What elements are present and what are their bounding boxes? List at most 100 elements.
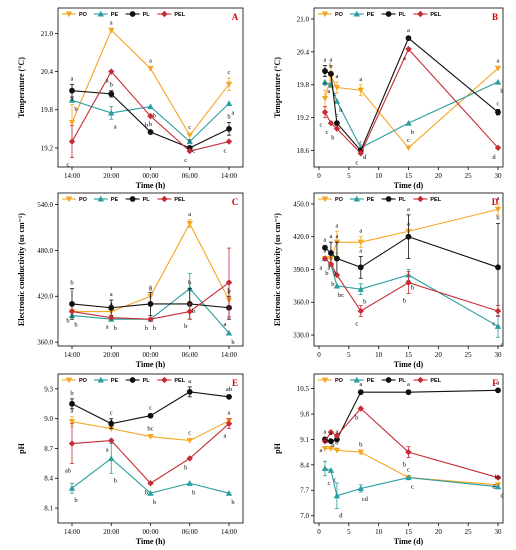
legend-marker [129,11,136,17]
significance-letter: b [333,270,336,277]
series-line [324,258,499,327]
significance-letter: c [192,148,195,155]
x-tick-label: 0 [317,528,321,536]
significance-letter: a [232,109,235,116]
legend-label: PEL [430,12,441,18]
significance-letter: bc [495,474,501,481]
series-pe [321,255,502,338]
significance-letter: d [339,512,343,519]
data-point [321,108,329,116]
data-point [186,437,193,444]
significance-letter: b [70,280,73,287]
significance-letter: c [407,467,410,474]
significance-letter: a [320,447,323,454]
series-pl [69,83,232,151]
significance-letter: d [492,484,496,491]
data-point [108,90,115,97]
data-point [494,65,502,72]
series-pe [68,443,233,496]
legend-label: PE [111,197,119,203]
significance-letter: b [184,323,187,330]
significance-letter: a [114,123,117,130]
data-point [357,307,364,315]
data-point [147,316,154,323]
legend-label: PE [111,378,119,384]
significance-letter: d [500,493,504,500]
data-point [494,78,502,85]
legend-marker [353,10,360,17]
legend-label: PO [79,197,88,203]
data-point [321,255,329,262]
significance-letter: b [335,439,338,446]
series-pl [322,214,501,312]
x-tick-label: 14:00 [64,172,80,180]
x-tick-label: 0 [317,172,321,180]
data-point [147,480,154,487]
data-point [108,304,115,311]
significance-letter: b [331,135,334,142]
legend-label: PE [367,378,375,384]
significance-letter: a [497,379,500,386]
significance-letter: c [328,480,331,487]
legend-label: PL [143,12,151,18]
x-axis-label: Time (d) [394,537,424,546]
x-axis-label: Time (d) [394,360,424,369]
legend-marker [161,376,168,384]
data-point [405,233,412,240]
legend-label: PL [399,12,407,18]
y-tick-label: 20.4 [297,48,310,56]
data-point [405,279,412,286]
series-po [321,65,502,152]
data-point [322,68,328,74]
data-point [495,109,501,116]
data-point [68,138,76,145]
significance-letter: b [403,462,406,469]
data-point [405,45,412,53]
significance-letter: b [331,281,334,288]
data-point [327,428,335,436]
data-point [186,308,193,315]
data-point [357,485,364,492]
data-point [333,84,341,91]
significance-letter: a [71,75,74,82]
significance-letter: b [74,497,77,504]
significance-letter: b [359,441,362,448]
series-pe [68,97,233,145]
chart-panel-b: 18.6 19.2 19.8 20.4 21.0 0 5 10 15 20 25 30 Time (d)… [273,7,504,190]
data-point [327,467,335,473]
x-tick-label: 14:00 [221,172,237,180]
chart-panel-e: 8.1 8.4 8.7 9.0 9.3 14:00 20:00 00:00 06:00 14:00… [17,373,244,546]
significance-letter: ab [65,467,71,474]
chart-panel-d: 330.0 360.0 390.0 420.0 450.0 0 5 10 15 20 25 30 Tim… [273,192,504,369]
legend-marker [321,11,329,18]
significance-letter: c [228,69,231,76]
y-tick-label: 19.2 [41,144,54,152]
significance-letter: a [224,321,227,328]
panel-letter: D [492,197,499,207]
legend-label: PEL [174,197,185,203]
series-line [324,389,499,442]
x-tick-label: 00:00 [143,172,159,180]
significance-letter: c [228,289,231,296]
y-tick-label: 450.0 [293,200,309,208]
significance-letter: a [335,233,338,240]
data-point [108,437,115,444]
x-axis-label: Time (h) [136,360,166,369]
significance-letter: c [320,122,323,129]
y-tick-label: 10.5 [297,385,310,393]
data-point [405,35,412,42]
legend-marker [97,10,104,17]
y-tick-label: 9.1 [300,436,309,444]
legend-marker [97,195,104,202]
data-point [68,119,76,126]
data-point [495,264,501,271]
legend-marker [65,196,73,203]
data-point [321,95,329,102]
legend: PO PE PL PEL [62,195,186,203]
data-point [68,97,76,103]
significance-letter: a [359,228,362,235]
x-tick-label: 5 [347,172,351,180]
y-tick-label: 21.0 [297,15,310,23]
significance-letter: d [492,154,496,161]
